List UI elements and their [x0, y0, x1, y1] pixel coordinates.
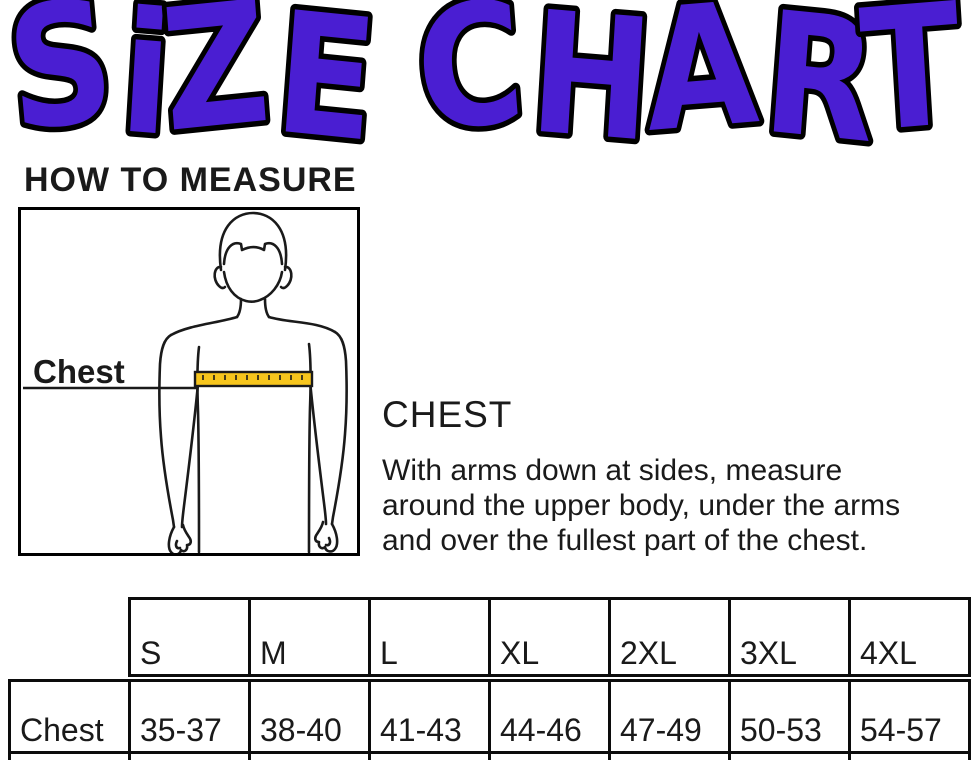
- figure-torso-left: [196, 345, 201, 553]
- figure-ear-right: [279, 265, 293, 290]
- chest-figure-label: Chest: [33, 353, 125, 390]
- chest-value-cell: 44-46: [488, 679, 611, 754]
- page-title: SiZE CHART: [0, 0, 967, 152]
- table-border-stub: [248, 754, 371, 760]
- figure-arm-inner-right: [308, 379, 328, 526]
- figure-jaw: [222, 270, 284, 303]
- instruction-line: and over the fullest part of the chest.: [382, 524, 868, 557]
- figure-hand-right: [313, 520, 339, 553]
- figure-hand-left: [167, 523, 193, 553]
- torso-illustration: Chest: [23, 211, 348, 553]
- chest-value-cell: 35-37: [128, 679, 251, 754]
- chest-instructions: CHEST With arms down at sides, measure a…: [382, 396, 972, 558]
- figure-neck-left: [235, 297, 243, 319]
- size-column-header: 2XL: [608, 597, 731, 677]
- table-border-stub: [368, 754, 491, 760]
- how-to-measure-heading: HOW TO MEASURE: [24, 161, 357, 199]
- size-table: S M L XL 2XL 3XL 4XL Chest 35-37 38-40 4…: [8, 597, 973, 760]
- chest-value-cell: 50-53: [728, 679, 851, 754]
- figure-ear-left: [213, 265, 227, 290]
- size-table-cropped-next-row: [8, 754, 971, 760]
- table-border-stub: [848, 754, 971, 760]
- size-table-header-row: S M L XL 2XL 3XL 4XL: [128, 597, 971, 677]
- figure-shoulder-left: [169, 315, 239, 337]
- measuring-tape-ticks: [202, 375, 303, 380]
- table-border-stub: [728, 754, 851, 760]
- size-column-header: L: [368, 597, 491, 677]
- figure-hairline: [222, 242, 284, 266]
- measuring-tape: [193, 370, 314, 388]
- figure-arm-outer-right: [330, 330, 348, 526]
- chest-value-cell: 41-43: [368, 679, 491, 754]
- measurement-figure-box: Chest: [18, 207, 360, 556]
- instruction-line: around the upper body, under the arms: [382, 489, 901, 522]
- table-border-stub: [128, 754, 251, 760]
- chest-value-cell: 38-40: [248, 679, 371, 754]
- instruction-line: With arms down at sides, measure: [382, 454, 843, 487]
- figure-neck-right: [263, 297, 271, 319]
- size-column-header: 3XL: [728, 597, 851, 677]
- size-table-chest-row: Chest 35-37 38-40 41-43 44-46 47-49 50-5…: [8, 679, 971, 754]
- title-banner-svg: SiZE CHART: [0, 0, 972, 185]
- size-column-header: XL: [488, 597, 611, 677]
- figure-shoulder-right: [267, 315, 337, 334]
- table-border-stub: [608, 754, 731, 760]
- size-column-header: S: [128, 597, 251, 677]
- figure-thumb-right: [324, 536, 332, 547]
- chest-value-cell: 47-49: [608, 679, 731, 754]
- figure-arm-outer-left: [158, 333, 176, 529]
- figure-thumb-left: [174, 539, 182, 550]
- size-column-header: 4XL: [848, 597, 971, 677]
- title-banner: SiZE CHART: [0, 0, 978, 185]
- chest-value-cell: 54-57: [848, 679, 971, 754]
- chest-instructions-body: With arms down at sides, measure around …: [382, 453, 972, 558]
- chest-row-label: Chest: [8, 679, 131, 754]
- figure-arm-inner-left: [180, 382, 200, 529]
- figure-hair: [218, 211, 288, 272]
- table-border-stub: [8, 754, 131, 760]
- figure-torso-right: [307, 342, 312, 553]
- chest-instructions-heading: CHEST: [382, 394, 513, 435]
- size-column-header: M: [248, 597, 371, 677]
- table-border-stub: [488, 754, 611, 760]
